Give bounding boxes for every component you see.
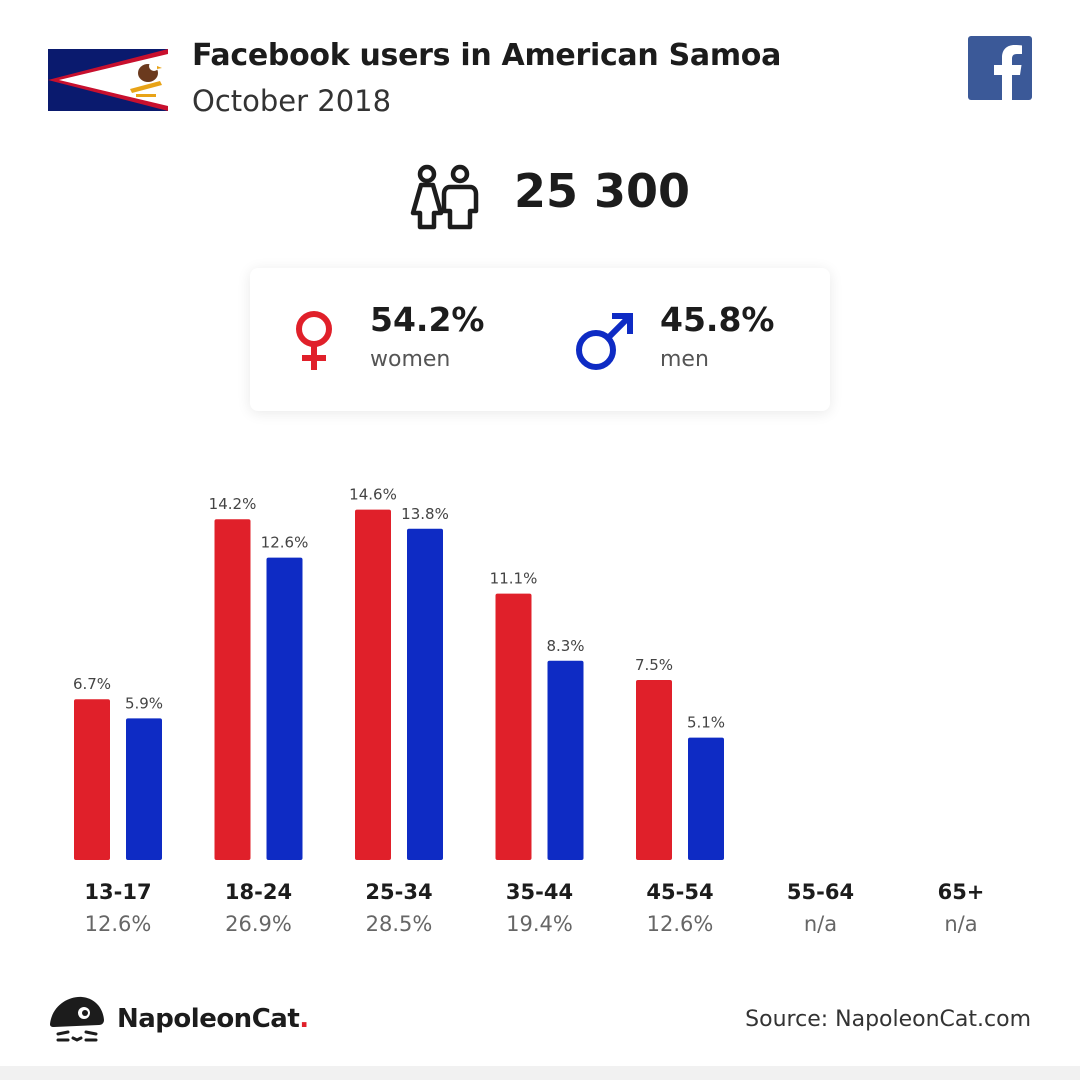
men-label: men — [660, 347, 709, 372]
category-total-18-24: 26.9% — [225, 912, 292, 936]
data-label-women-18-24: 14.2% — [209, 495, 257, 513]
category-label-25-34: 25-34 — [365, 880, 432, 904]
category-total-25-34: 28.5% — [366, 912, 433, 936]
bar-women-35-44 — [495, 593, 532, 860]
data-label-men-35-44: 8.3% — [546, 637, 584, 655]
category-label-13-17: 13-17 — [84, 880, 151, 904]
bar-men-35-44 — [547, 660, 584, 860]
brand-dot: . — [299, 1004, 309, 1034]
bar-men-45-54 — [688, 737, 724, 860]
category-label-18-24: 18-24 — [225, 880, 292, 904]
category-label-65+: 65+ — [938, 880, 985, 904]
category-total-65+: n/a — [944, 912, 977, 936]
age-gender-bar-chart: 6.7% 5.9% 13-17 12.6% 14.2% 12.6% 18-24 26.9% 14… — [73, 486, 985, 936]
bar-men-13-17 — [126, 718, 162, 860]
female-symbol-icon — [296, 311, 332, 370]
data-label-men-45-54: 5.1% — [687, 714, 725, 732]
bottom-strip — [0, 1066, 1080, 1080]
category-label-45-54: 45-54 — [646, 880, 713, 904]
men-percentage: 45.8% — [660, 300, 775, 339]
american-samoa-flag-icon — [48, 49, 168, 111]
page-title: Facebook users in American Samoa — [192, 38, 782, 73]
bar-women-13-17 — [74, 699, 110, 860]
bar-women-25-34 — [355, 509, 391, 860]
women-label: women — [370, 347, 451, 372]
bar-women-18-24 — [214, 519, 251, 860]
gender-card — [250, 268, 830, 411]
data-label-women-13-17: 6.7% — [73, 675, 111, 693]
data-label-women-45-54: 7.5% — [635, 656, 673, 674]
male-symbol-icon — [576, 313, 633, 370]
data-label-women-35-44: 11.1% — [490, 570, 538, 588]
brand-name: NapoleonCat. — [117, 1004, 309, 1034]
source-credit: Source: NapoleonCat.com — [745, 1007, 1031, 1032]
category-label-55-64: 55-64 — [787, 880, 854, 904]
users-icon — [410, 164, 479, 230]
category-total-35-44: 19.4% — [506, 912, 573, 936]
page-subtitle: October 2018 — [192, 84, 392, 118]
data-label-men-18-24: 12.6% — [261, 534, 309, 552]
category-total-13-17: 12.6% — [85, 912, 152, 936]
napoleoncat-logo-icon — [50, 996, 104, 1042]
facebook-logo-icon — [968, 36, 1032, 100]
total-users: 25 300 — [514, 164, 691, 218]
bar-men-25-34 — [407, 528, 443, 860]
category-label-35-44: 35-44 — [506, 880, 573, 904]
data-label-men-13-17: 5.9% — [125, 694, 163, 712]
bar-women-45-54 — [636, 680, 672, 860]
data-label-men-25-34: 13.8% — [401, 505, 449, 523]
bar-men-18-24 — [266, 557, 303, 860]
category-total-55-64: n/a — [804, 912, 837, 936]
data-label-women-25-34: 14.6% — [349, 486, 397, 504]
category-total-45-54: 12.6% — [647, 912, 714, 936]
women-percentage: 54.2% — [370, 300, 485, 339]
